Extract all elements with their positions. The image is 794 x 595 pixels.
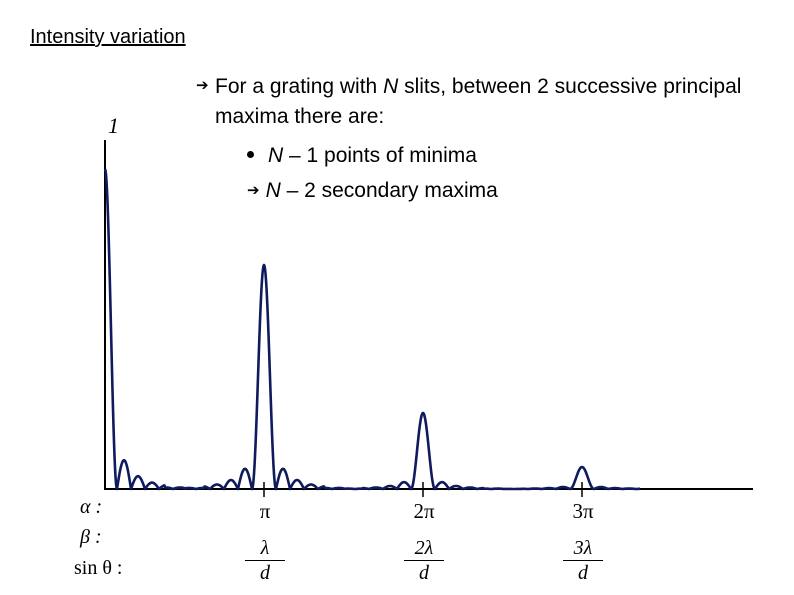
fraction-2lambda-over-d: 2λ d <box>404 537 444 584</box>
tick-marks <box>263 482 583 497</box>
fraction-bar <box>563 560 603 561</box>
secondary-N: N <box>265 179 281 202</box>
tick-label-pi: π <box>259 499 271 523</box>
intensity-curve <box>103 168 641 491</box>
beta-row-label: β : <box>80 526 102 548</box>
fraction-numerator: 3λ <box>573 537 593 559</box>
bullet-secondary-maxima: ➔ N – 2 secondary maxima <box>247 176 498 206</box>
bullet-grating-statement: ➔ For a grating with N slits, between 2 … <box>196 72 756 133</box>
tick-label-2pi: 2π <box>413 499 435 523</box>
y-axis-label-one: 1 <box>108 113 119 138</box>
minima-text: – 1 points of minima <box>283 144 477 167</box>
fraction-numerator: λ <box>260 537 270 559</box>
fraction-denominator: d <box>419 562 429 584</box>
alpha-row-label: α : <box>80 496 103 518</box>
bullet-minima: N – 1 points of minima <box>247 141 477 171</box>
sin-theta-row-label: sin θ : <box>74 557 123 579</box>
secondary-text: – 2 secondary maxima <box>280 179 498 202</box>
fraction-3lambda-over-d: 3λ d <box>563 537 603 584</box>
right-arrow-icon: ➔ <box>196 77 209 94</box>
right-arrow-icon: ➔ <box>247 182 260 199</box>
fraction-numerator: 2λ <box>414 537 434 559</box>
fraction-denominator: d <box>578 562 588 584</box>
statement-N: N <box>383 75 399 98</box>
minima-N: N <box>268 144 284 167</box>
fraction-lambda-over-d: λ d <box>245 537 285 584</box>
statement-prefix: For a grating with <box>215 75 384 98</box>
fraction-denominator: d <box>260 562 270 584</box>
tick-label-3pi: 3π <box>572 499 594 523</box>
slide-title: Intensity variation <box>30 26 186 48</box>
fraction-bar <box>245 560 285 561</box>
fraction-bar <box>404 560 444 561</box>
filled-circle-icon <box>247 150 254 158</box>
statement-suffix: slits, between 2 successive principal ma… <box>215 75 742 129</box>
